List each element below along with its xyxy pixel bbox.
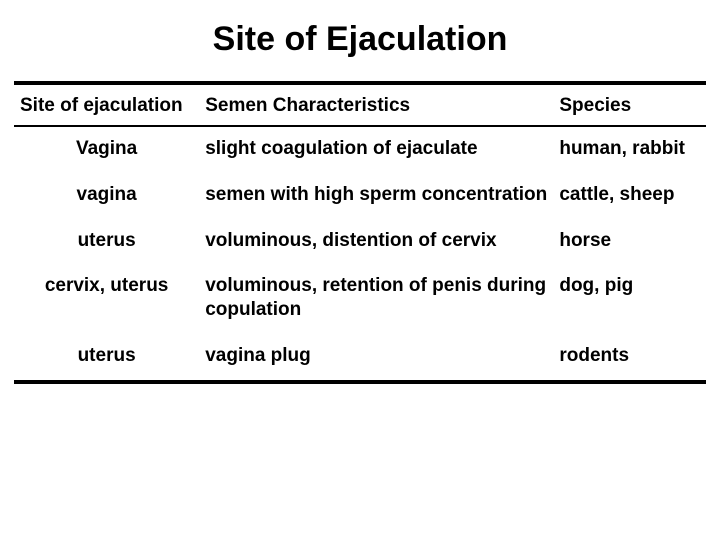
cell-characteristics: voluminous, distention of cervix <box>199 219 553 265</box>
cell-species: cattle, sheep <box>553 173 706 219</box>
slide: Site of Ejaculation Site of ejaculation … <box>0 0 720 540</box>
col-header-site: Site of ejaculation <box>14 83 199 126</box>
ejaculation-table: Site of ejaculation Semen Characteristic… <box>14 81 706 384</box>
cell-species: dog, pig <box>553 264 706 334</box>
table-row: uterus voluminous, distention of cervix … <box>14 219 706 265</box>
cell-species: human, rabbit <box>553 126 706 173</box>
cell-species: rodents <box>553 334 706 382</box>
table-row: vagina semen with high sperm concentrati… <box>14 173 706 219</box>
cell-site: vagina <box>14 173 199 219</box>
table-row: cervix, uterus voluminous, retention of … <box>14 264 706 334</box>
cell-site: Vagina <box>14 126 199 173</box>
col-header-characteristics: Semen Characteristics <box>199 83 553 126</box>
cell-site: uterus <box>14 334 199 382</box>
cell-site: uterus <box>14 219 199 265</box>
cell-characteristics: slight coagulation of ejaculate <box>199 126 553 173</box>
table-header-row: Site of ejaculation Semen Characteristic… <box>14 83 706 126</box>
table-row: Vagina slight coagulation of ejaculate h… <box>14 126 706 173</box>
cell-species: horse <box>553 219 706 265</box>
cell-characteristics: vagina plug <box>199 334 553 382</box>
cell-site: cervix, uterus <box>14 264 199 334</box>
cell-characteristics: voluminous, retention of penis during co… <box>199 264 553 334</box>
table-row: uterus vagina plug rodents <box>14 334 706 382</box>
col-header-species: Species <box>553 83 706 126</box>
page-title: Site of Ejaculation <box>14 20 706 59</box>
cell-characteristics: semen with high sperm concentration <box>199 173 553 219</box>
